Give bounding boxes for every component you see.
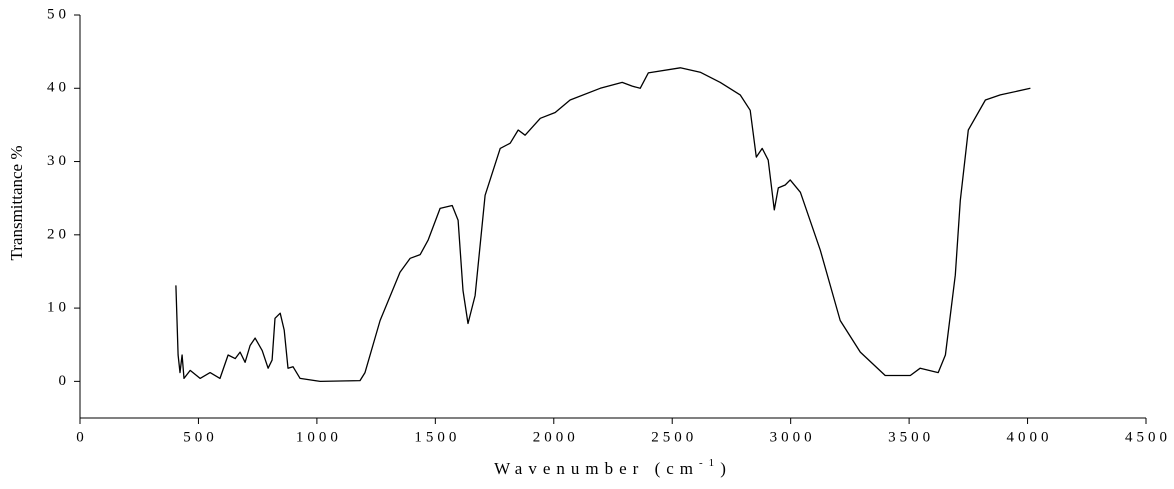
x-tick-label: 500 xyxy=(183,429,218,445)
x-tick-label: 3500 xyxy=(888,429,934,445)
x-tick-label: 2500 xyxy=(651,429,697,445)
y-tick-label: 0 xyxy=(59,373,71,389)
y-tick-label: 10 xyxy=(47,300,70,316)
x-label-text: Wavenumber (cm xyxy=(494,459,699,478)
x-tick-label: 0 xyxy=(76,429,88,445)
x-tick-label: 1500 xyxy=(414,429,460,445)
y-tick-label: 50 xyxy=(47,6,70,22)
x-tick-label: 2000 xyxy=(533,429,579,445)
y-tick-label: 40 xyxy=(47,80,70,96)
x-label-superscript: -1 xyxy=(699,457,720,469)
x-tick-label: 3000 xyxy=(770,429,816,445)
x-label-suffix: ) xyxy=(720,459,732,478)
x-tick-label: 1000 xyxy=(296,429,342,445)
y-axis-label: Transmittance % xyxy=(7,145,26,260)
x-tick-label: 4000 xyxy=(1007,429,1053,445)
spectrum-line xyxy=(175,67,1031,383)
y-tick-label: 20 xyxy=(47,226,70,242)
x-tick-label: 4500 xyxy=(1125,429,1171,445)
x-axis-label: Wavenumber (cm-1) xyxy=(494,457,732,478)
y-tick-label: 30 xyxy=(47,153,70,169)
